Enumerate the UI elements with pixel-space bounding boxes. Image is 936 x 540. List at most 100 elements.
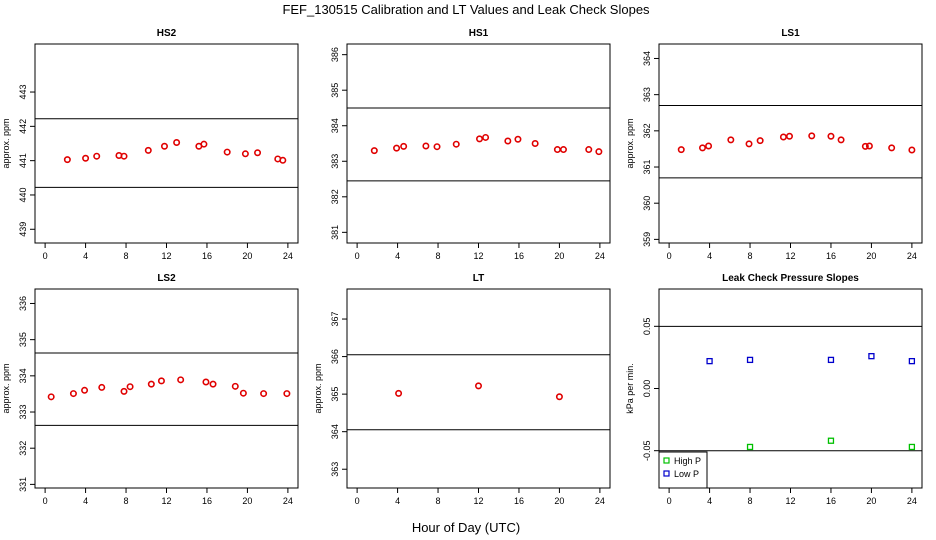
data-point <box>531 140 539 148</box>
panel-title: LS1 <box>781 28 800 39</box>
y-tick-label: 335 <box>18 332 28 347</box>
y-tick-label: 366 <box>330 349 340 364</box>
x-tick-label: 12 <box>473 496 483 506</box>
x-tick-label: 16 <box>514 496 524 506</box>
data-point <box>746 443 754 451</box>
y-tick-label: 361 <box>642 160 652 175</box>
data-point <box>173 138 181 146</box>
data-point <box>888 144 896 152</box>
y-tick-label: -0.05 <box>642 440 652 461</box>
y-tick-label: 439 <box>18 222 28 237</box>
data-point <box>555 393 563 401</box>
data-point <box>177 376 185 384</box>
data-point <box>279 156 287 164</box>
x-tick-label: 4 <box>83 496 88 506</box>
data-point <box>223 148 231 156</box>
x-tick-label: 0 <box>43 496 48 506</box>
x-tick-label: 4 <box>707 496 712 506</box>
y-tick-label: 381 <box>330 225 340 240</box>
figure-xlabel: Hour of Day (UTC) <box>412 520 520 535</box>
data-point <box>908 357 916 365</box>
data-point <box>47 393 55 401</box>
data-point <box>422 142 430 150</box>
legend-label: Low P <box>674 469 699 479</box>
data-point <box>254 149 262 157</box>
x-tick-label: 24 <box>907 496 917 506</box>
data-point <box>239 389 247 397</box>
x-tick-label: 4 <box>395 251 400 261</box>
data-point <box>395 389 403 397</box>
x-tick-label: 0 <box>355 251 360 261</box>
panel-lt: LT approx. ppm 0 4 8 12 16 20 24 363 364 365 366 367 <box>313 273 611 506</box>
data-point <box>202 378 210 386</box>
data-point <box>200 140 208 148</box>
data-point <box>482 133 490 141</box>
data-point <box>779 133 787 141</box>
data-point <box>745 140 753 148</box>
data-point <box>157 377 165 385</box>
data-point <box>93 152 101 160</box>
data-point <box>260 390 268 398</box>
x-tick-label: 0 <box>43 251 48 261</box>
panel-leak-check-pressure-slopes: Leak Check Pressure Slopes kPa per min. 0 4… <box>625 273 923 506</box>
x-tick-label: 8 <box>124 496 129 506</box>
data-point <box>160 142 168 150</box>
y-tick-label: 363 <box>330 462 340 477</box>
y-tick-label: 386 <box>330 47 340 62</box>
data-point <box>504 137 512 145</box>
data-point <box>393 144 401 152</box>
data-point <box>785 132 793 140</box>
panel-hs1: HS1 0 4 8 12 16 20 24 381 382 383 384 385 386 <box>330 28 611 261</box>
x-tick-label: 16 <box>826 496 836 506</box>
data-point <box>400 142 408 150</box>
x-tick-label: 12 <box>785 251 795 261</box>
data-point <box>514 135 522 143</box>
x-tick-label: 20 <box>242 496 252 506</box>
x-tick-label: 12 <box>161 251 171 261</box>
panel-hs2: HS2 approx. ppm 0 4 8 12 16 20 24 439 440 441 442 443 <box>1 28 299 261</box>
data-point <box>209 380 217 388</box>
x-tick-label: 24 <box>595 251 605 261</box>
data-point <box>808 132 816 140</box>
y-tick-label: 441 <box>18 153 28 168</box>
data-point <box>241 150 249 158</box>
data-point <box>69 390 77 398</box>
x-tick-label: 24 <box>283 496 293 506</box>
data-point <box>126 383 134 391</box>
data-point <box>727 136 735 144</box>
data-point <box>120 152 128 160</box>
y-tick-label: 331 <box>18 477 28 492</box>
data-point <box>283 390 291 398</box>
x-tick-label: 0 <box>667 496 672 506</box>
data-point <box>756 137 764 145</box>
data-point <box>63 156 71 164</box>
data-point <box>147 380 155 388</box>
x-tick-label: 12 <box>473 251 483 261</box>
data-point <box>837 136 845 144</box>
panel-ls1: LS1 approx. ppm 0 4 8 12 16 20 24 359 360 361 362 363… <box>625 28 923 261</box>
data-point <box>559 146 567 154</box>
legend-marker <box>663 457 670 464</box>
y-tick-label: 364 <box>642 51 652 66</box>
y-tick-label: 333 <box>18 405 28 420</box>
plot-frame <box>658 43 923 244</box>
x-tick-label: 16 <box>826 251 836 261</box>
y-tick-label: 364 <box>330 424 340 439</box>
x-tick-label: 8 <box>748 496 753 506</box>
x-tick-label: 8 <box>748 251 753 261</box>
data-point <box>370 147 378 155</box>
data-point <box>595 148 603 156</box>
y-tick-label: 0.00 <box>642 380 652 398</box>
y-tick-label: 442 <box>18 119 28 134</box>
data-point <box>698 144 706 152</box>
y-tick-label: 0.05 <box>642 318 652 336</box>
y-tick-label: 382 <box>330 189 340 204</box>
x-tick-label: 20 <box>242 251 252 261</box>
y-axis-label: approx. ppm <box>625 118 635 168</box>
y-tick-label: 367 <box>330 312 340 327</box>
data-point <box>865 142 873 150</box>
y-tick-label: 443 <box>18 85 28 100</box>
y-tick-label: 363 <box>642 87 652 102</box>
y-tick-label: 383 <box>330 154 340 169</box>
